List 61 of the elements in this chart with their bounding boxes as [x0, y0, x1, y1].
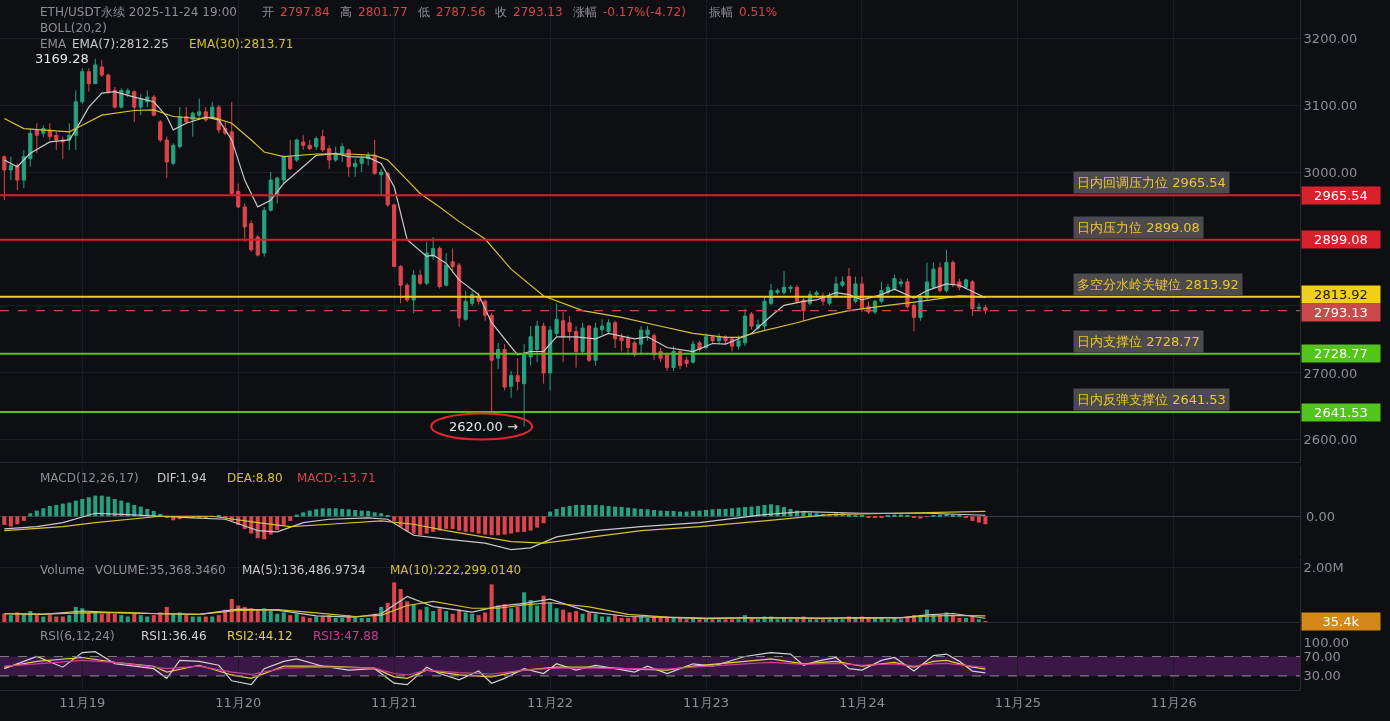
text: DEA:8.80: [227, 471, 283, 485]
ref-line-label: 日内支撑位 2728.77: [1077, 334, 1200, 349]
annotation: 高: [340, 5, 352, 19]
text: EMA(7):2812.25: [72, 37, 169, 51]
text: 35.4k: [1322, 614, 1360, 629]
text: 2793.13: [1314, 305, 1368, 320]
legend-title: Volume: [40, 563, 85, 577]
annotation: 2787.56: [436, 5, 486, 19]
text: 2813.92: [1314, 287, 1368, 302]
text: 2728.77: [1314, 346, 1368, 361]
y-tick-label: 2.00M: [1303, 559, 1344, 575]
text: BOLL(20,2): [40, 21, 107, 35]
text: 2965.54: [1314, 188, 1368, 203]
legend-title: RSI(6,12,24): [40, 629, 115, 643]
series-label: VOLUME:35,368.3460: [95, 563, 226, 577]
x-tick-label: 11月19: [59, 694, 106, 710]
annotation: 2793.13: [513, 5, 563, 19]
ref-line-label: 日内回调压力位 2965.54: [1077, 175, 1226, 190]
y-tick-label: 3200.00: [1303, 30, 1358, 46]
legend-title: EMA: [40, 37, 67, 51]
ref-line-label: 多空分水岭关键位 2813.92: [1077, 277, 1239, 292]
annotation: -0.17%(-4.72): [603, 5, 686, 19]
y-tick-label: 100.00: [1303, 634, 1350, 650]
y-tick-label: 3000.00: [1303, 164, 1358, 180]
text: MA(10):222,299.0140: [390, 563, 522, 577]
annotation: 低: [418, 5, 430, 19]
text: 2899.08: [1314, 232, 1368, 247]
annotation: 2801.77: [358, 5, 408, 19]
annotation: 0.51%: [739, 5, 778, 19]
text: 2641.53: [1314, 405, 1368, 420]
x-tick-label: 11月23: [682, 694, 730, 710]
text: MA(5):136,486.9734: [242, 563, 366, 577]
text: 0.00: [1306, 509, 1335, 524]
text: MACD:-13.71: [297, 471, 376, 485]
text: DIF:1.94: [157, 471, 207, 485]
x-tick-label: 11月25: [994, 694, 1041, 710]
ref-line-label: 日内压力位 2899.08: [1077, 220, 1200, 235]
annotation: 收: [495, 5, 507, 19]
y-tick-label: 30.00: [1303, 668, 1341, 684]
y-tick-label: 70.00: [1303, 649, 1341, 665]
annotation: 涨幅: [573, 5, 597, 19]
annotation: 开: [262, 5, 274, 19]
x-tick-label: 11月24: [838, 694, 886, 710]
annotation: 2797.84: [280, 5, 330, 19]
annotation: 振幅: [709, 5, 733, 19]
y-tick-label: 2600.00: [1303, 432, 1358, 448]
series-label: RSI2:44.12: [227, 629, 293, 643]
text: RSI3:47.88: [313, 629, 379, 643]
series-label: RSI1:36.46: [141, 629, 207, 643]
annotation: 3169.28: [35, 51, 89, 66]
text: EMA(30):2813.71: [189, 37, 294, 51]
x-tick-label: 11月20: [215, 694, 262, 710]
y-tick-label: 3100.00: [1303, 97, 1358, 113]
ref-line-label: 日内反弹支撑位 2641.53: [1077, 392, 1226, 407]
x-tick-label: 11月26: [1150, 694, 1197, 710]
chart-title: ETH/USDT永续 2025-11-24 19:00: [40, 5, 237, 19]
annotation: 2620.00 →: [449, 419, 518, 434]
legend-title: MACD(12,26,17): [40, 471, 139, 485]
x-tick-label: 11月22: [527, 694, 574, 710]
x-tick-label: 11月21: [371, 694, 418, 710]
y-tick-label: 2700.00: [1303, 365, 1358, 381]
